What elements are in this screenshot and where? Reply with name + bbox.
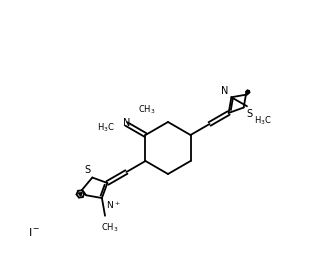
- Text: N: N: [221, 86, 228, 96]
- Text: N$^+$: N$^+$: [106, 199, 120, 211]
- Text: S: S: [247, 109, 253, 119]
- Text: S: S: [84, 164, 90, 174]
- Text: H$_3$C: H$_3$C: [97, 122, 114, 134]
- Text: N: N: [123, 118, 130, 128]
- Text: CH$_3$: CH$_3$: [101, 222, 119, 234]
- Text: I$^-$: I$^-$: [28, 226, 41, 238]
- Text: H$_3$C: H$_3$C: [254, 114, 272, 127]
- Text: CH$_3$: CH$_3$: [138, 103, 156, 116]
